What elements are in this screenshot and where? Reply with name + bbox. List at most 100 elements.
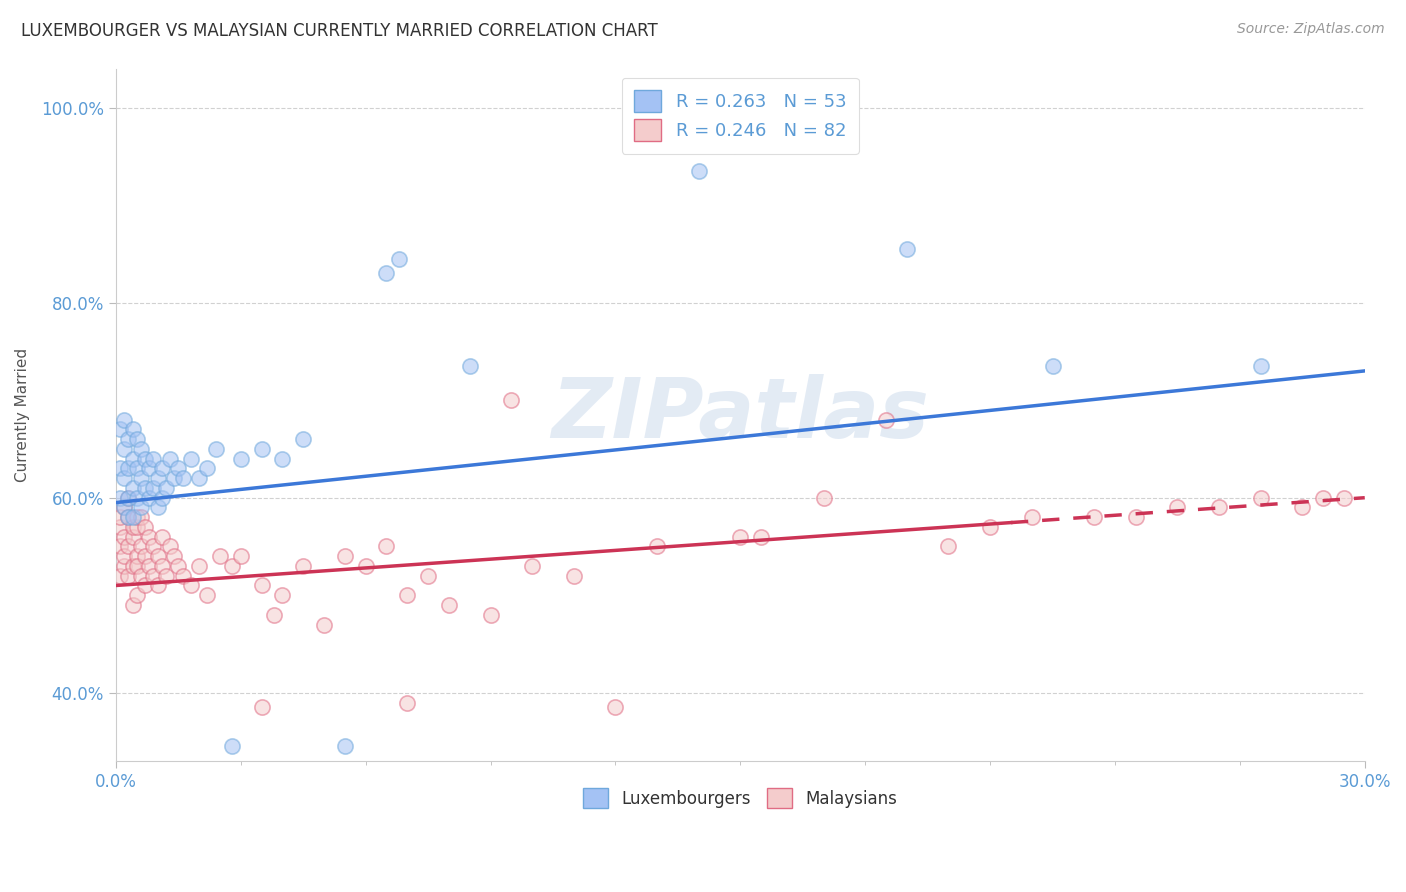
Point <box>146 578 169 592</box>
Point <box>229 549 252 564</box>
Text: LUXEMBOURGER VS MALAYSIAN CURRENTLY MARRIED CORRELATION CHART: LUXEMBOURGER VS MALAYSIAN CURRENTLY MARR… <box>21 22 658 40</box>
Point <box>125 461 148 475</box>
Point <box>108 540 131 554</box>
Point <box>112 500 135 515</box>
Point <box>688 164 710 178</box>
Point <box>1125 510 1147 524</box>
Text: Source: ZipAtlas.com: Source: ZipAtlas.com <box>1237 22 1385 37</box>
Point <box>1208 500 1230 515</box>
Point <box>150 530 173 544</box>
Point <box>117 568 139 582</box>
Point <box>188 559 211 574</box>
Point <box>208 549 231 564</box>
Point <box>271 588 294 602</box>
Point <box>605 700 627 714</box>
Point <box>271 451 294 466</box>
Point <box>121 530 143 544</box>
Point <box>108 422 131 436</box>
Point <box>112 412 135 426</box>
Point <box>112 530 135 544</box>
Point <box>292 432 315 446</box>
Point <box>645 540 668 554</box>
Point <box>522 559 544 574</box>
Point <box>172 568 194 582</box>
Point <box>813 491 835 505</box>
Point <box>197 461 219 475</box>
Point <box>142 540 165 554</box>
Point <box>896 242 918 256</box>
Point <box>146 500 169 515</box>
Point <box>129 510 152 524</box>
Point <box>1250 359 1272 373</box>
Point <box>121 481 143 495</box>
Point <box>749 530 772 544</box>
Point <box>134 451 156 466</box>
Point <box>1250 491 1272 505</box>
Point <box>562 568 585 582</box>
Point <box>458 359 481 373</box>
Point <box>180 578 202 592</box>
Point <box>159 451 181 466</box>
Point <box>979 520 1001 534</box>
Point <box>375 266 398 280</box>
Point <box>146 471 169 485</box>
Point <box>129 471 152 485</box>
Point <box>112 549 135 564</box>
Point <box>375 540 398 554</box>
Point <box>1291 500 1313 515</box>
Point <box>117 491 139 505</box>
Point <box>108 510 131 524</box>
Point <box>167 559 190 574</box>
Point <box>501 393 523 408</box>
Point <box>108 520 131 534</box>
Point <box>250 442 273 456</box>
Point <box>117 432 139 446</box>
Point <box>479 607 502 622</box>
Point <box>108 491 131 505</box>
Point <box>117 510 139 524</box>
Point <box>292 559 315 574</box>
Point <box>437 598 460 612</box>
Point <box>1333 491 1355 505</box>
Point <box>250 700 273 714</box>
Point <box>416 568 439 582</box>
Point <box>134 481 156 495</box>
Point <box>138 491 160 505</box>
Point <box>221 559 243 574</box>
Point <box>312 617 335 632</box>
Point <box>1042 359 1064 373</box>
Point <box>112 471 135 485</box>
Point <box>108 568 131 582</box>
Point <box>163 471 186 485</box>
Point <box>125 491 148 505</box>
Point <box>112 559 135 574</box>
Point <box>121 422 143 436</box>
Point <box>112 500 135 515</box>
Point <box>221 739 243 754</box>
Point <box>125 559 148 574</box>
Point <box>142 568 165 582</box>
Point <box>121 598 143 612</box>
Point <box>396 696 419 710</box>
Point <box>180 451 202 466</box>
Point <box>396 588 419 602</box>
Point <box>129 442 152 456</box>
Point <box>1166 500 1188 515</box>
Point <box>1083 510 1105 524</box>
Point <box>388 252 411 266</box>
Point <box>875 412 897 426</box>
Point <box>150 461 173 475</box>
Point <box>250 578 273 592</box>
Point <box>121 510 143 524</box>
Point <box>117 461 139 475</box>
Point <box>333 549 356 564</box>
Point <box>172 471 194 485</box>
Point <box>125 520 148 534</box>
Point <box>138 530 160 544</box>
Point <box>188 471 211 485</box>
Point <box>163 549 186 564</box>
Point <box>121 520 143 534</box>
Text: ZIPatlas: ZIPatlas <box>551 375 929 455</box>
Point <box>263 607 285 622</box>
Point <box>121 451 143 466</box>
